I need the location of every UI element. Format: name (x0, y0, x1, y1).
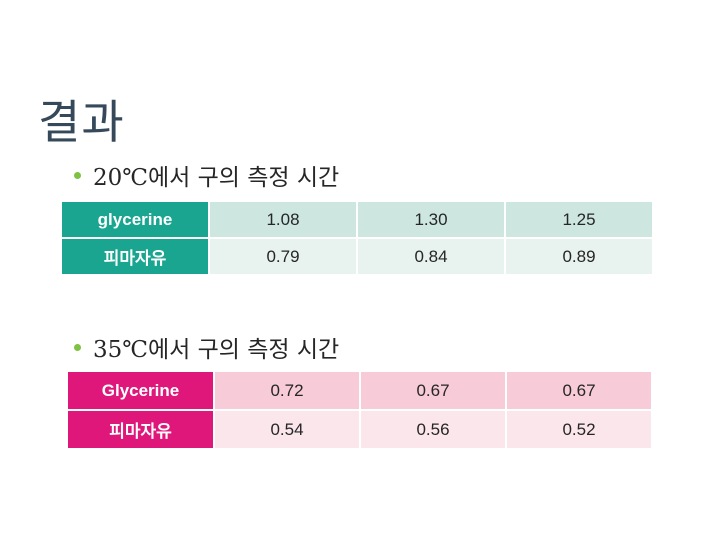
bullet-temp: 20℃ (93, 165, 148, 191)
table-cell: 0.67 (507, 372, 651, 409)
row-label: glycerine (62, 202, 208, 237)
table-cell: 1.08 (210, 202, 356, 237)
table-cell: 0.72 (215, 372, 359, 409)
bullet-35c: 35℃에서 구의 측정 시간 (74, 330, 339, 364)
bullet-dot-icon (74, 172, 81, 179)
table-cell: 0.89 (506, 239, 652, 274)
table-row: Glycerine 0.72 0.67 0.67 (68, 372, 651, 409)
table-35c: Glycerine 0.72 0.67 0.67 피마자유 0.54 0.56 … (66, 370, 653, 450)
table-20c: glycerine 1.08 1.30 1.25 피마자유 0.79 0.84 … (60, 200, 654, 276)
table-cell: 0.52 (507, 411, 651, 448)
bullet-temp: 35℃ (93, 337, 148, 363)
row-label: 피마자유 (62, 239, 208, 274)
table-row: 피마자유 0.79 0.84 0.89 (62, 239, 652, 274)
slide-title: 결과 (38, 95, 125, 149)
row-label: Glycerine (68, 372, 213, 409)
table-cell: 1.30 (358, 202, 504, 237)
table-row: glycerine 1.08 1.30 1.25 (62, 202, 652, 237)
row-label: 피마자유 (68, 411, 213, 448)
table-cell: 0.54 (215, 411, 359, 448)
table-cell: 0.84 (358, 239, 504, 274)
table-cell: 0.67 (361, 372, 505, 409)
table-row: 피마자유 0.54 0.56 0.52 (68, 411, 651, 448)
table-cell: 0.56 (361, 411, 505, 448)
table-cell: 1.25 (506, 202, 652, 237)
table-cell: 0.79 (210, 239, 356, 274)
bullet-20c: 20℃에서 구의 측정 시간 (74, 158, 339, 192)
bullet-text: 에서 구의 측정 시간 (148, 337, 340, 363)
bullet-dot-icon (74, 344, 81, 351)
bullet-text: 에서 구의 측정 시간 (148, 165, 340, 191)
